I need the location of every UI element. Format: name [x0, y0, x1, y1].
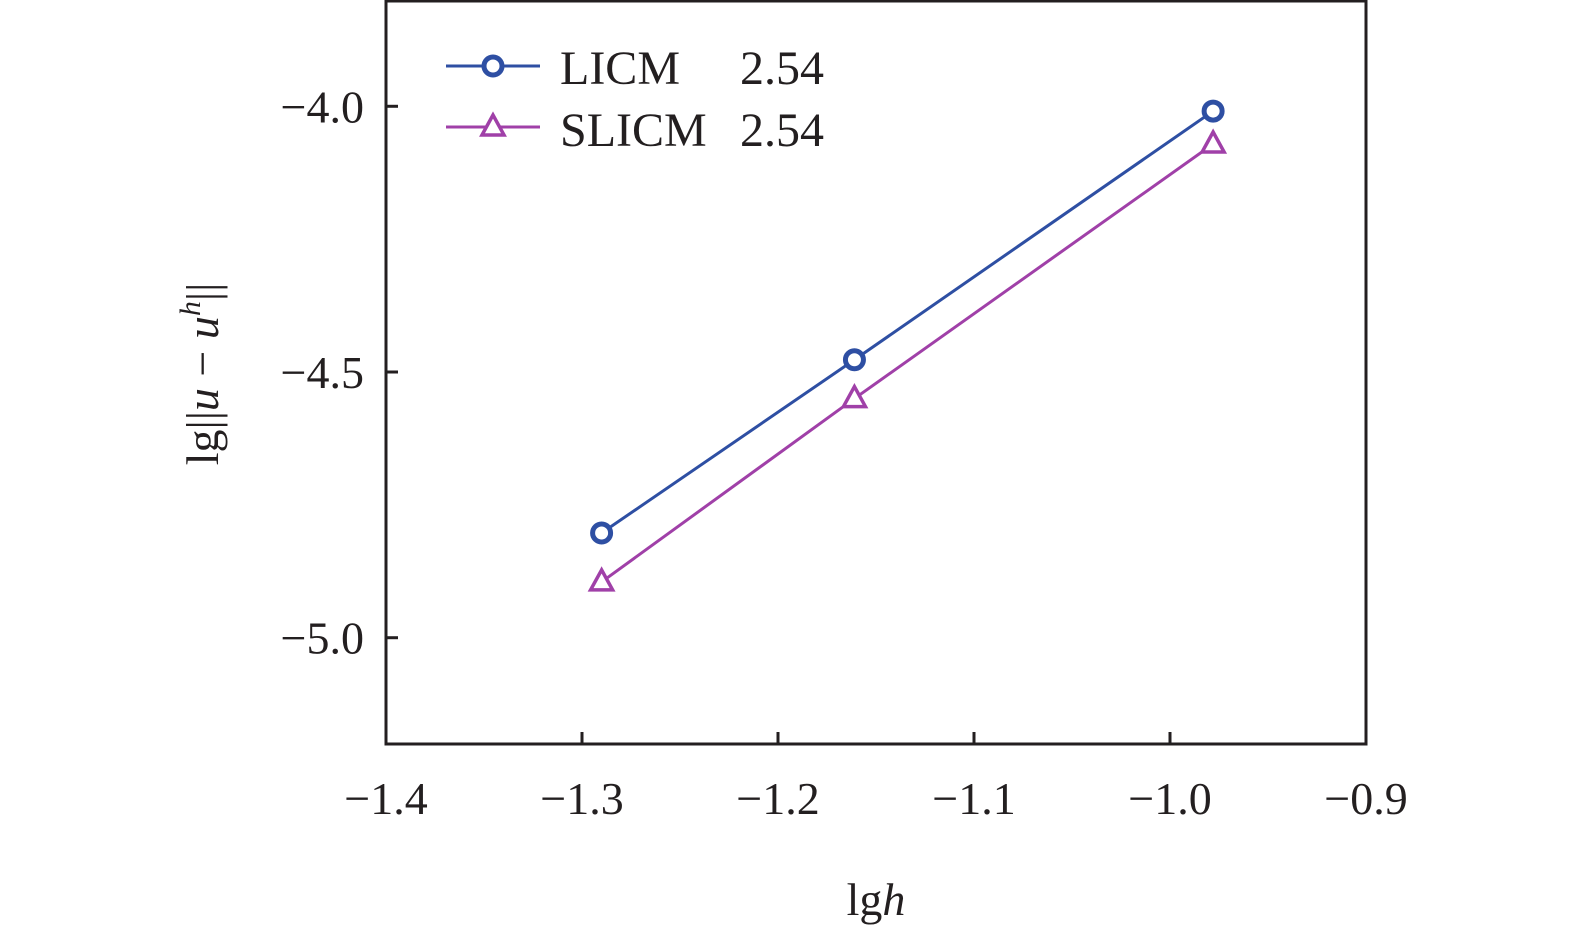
x-tick-label: −1.0: [1128, 773, 1211, 824]
plot-area: −1.4 −1.3 −1.2 −1.1 −1.0 −0.9 −4.0 −4.5 −5.0: [281, 0, 1408, 824]
data-point-slicm: [1199, 128, 1228, 154]
series-line-licm: [600, 109, 1214, 535]
data-point-slicm: [587, 566, 616, 592]
legend-marker-circle-icon: [481, 54, 505, 78]
legend-entry-licm: LICM 2.54: [446, 42, 824, 95]
legend-rate-licm: 2.54: [740, 42, 824, 95]
legend-label-slicm: SLICM: [560, 104, 707, 157]
data-point-licm: [1201, 99, 1225, 123]
data-point-licm: [590, 521, 614, 545]
x-tick-label: −0.9: [1324, 773, 1407, 824]
x-tick-label: −1.3: [540, 773, 623, 824]
x-tick-label: −1.4: [344, 773, 427, 824]
data-point-slicm: [840, 382, 869, 409]
y-tick-label: −5.0: [281, 613, 364, 664]
legend-marker-triangle-icon: [479, 111, 507, 137]
y-tick-label: −4.5: [281, 347, 364, 398]
x-axis-title: lgh: [847, 874, 906, 925]
data-point-licm: [842, 348, 866, 372]
legend-rate-slicm: 2.54: [740, 104, 824, 157]
legend-label-licm: LICM: [560, 42, 680, 95]
x-tick-label: −1.1: [932, 773, 1015, 824]
series-line-slicm: [600, 142, 1214, 584]
y-axis-title: lg||u − uh||: [174, 283, 228, 466]
y-tick-label: −4.0: [281, 81, 364, 132]
x-tick-label: −1.2: [736, 773, 819, 824]
legend: LICM 2.54 SLICM 2.54: [446, 42, 824, 157]
legend-entry-slicm: SLICM 2.54: [446, 104, 824, 157]
